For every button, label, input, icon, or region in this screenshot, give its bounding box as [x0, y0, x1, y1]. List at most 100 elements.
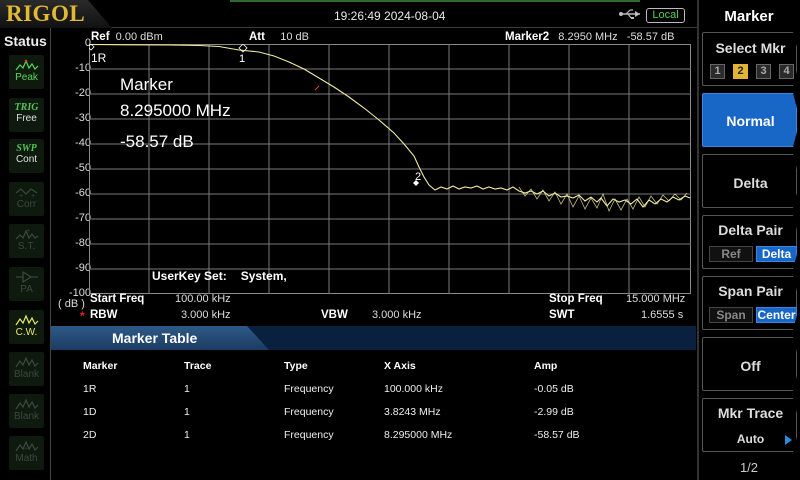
blank-icon: [15, 356, 38, 368]
span-pair-center[interactable]: Center: [756, 307, 797, 323]
cell-amp: -58.57 dB: [534, 429, 580, 441]
y-tick: 0: [84, 37, 91, 49]
marker-option-3[interactable]: 3: [756, 64, 771, 79]
y-tick: -30: [75, 112, 91, 124]
status-label: Blank: [13, 411, 39, 422]
span-pair-key[interactable]: Span Pair Span Center: [702, 276, 797, 330]
status-trig[interactable]: TRIG Free: [9, 98, 44, 132]
status-blank-1[interactable]: Blank: [9, 352, 44, 386]
status-title: Status: [4, 33, 47, 49]
delta-pair-ref[interactable]: Ref: [709, 246, 753, 262]
st-icon: +: [15, 228, 38, 240]
att-value: 10 dB: [280, 31, 309, 43]
marker-option-4[interactable]: 4: [779, 64, 794, 79]
status-cw[interactable]: C.W.: [9, 310, 44, 344]
status-swp[interactable]: SWP Cont: [9, 139, 44, 173]
marker-1R-label: 1R: [91, 51, 107, 65]
marker-1-label: 1: [239, 53, 245, 65]
spectrum-display[interactable]: 1 2 1R: [89, 44, 691, 294]
status-math[interactable]: ÷ Math: [9, 436, 44, 470]
cell-x-axis: 100.000 kHz: [384, 383, 443, 395]
graticule: [89, 44, 691, 294]
marker-option-1[interactable]: 1: [710, 64, 725, 79]
cell-x-axis: 3.8243 MHz: [384, 406, 441, 418]
peak-icon: [15, 59, 38, 71]
select-mkr-key[interactable]: Select Mkr 1 2 3 4: [702, 32, 797, 86]
brand-name: RIGOL: [6, 1, 86, 26]
svg-text:÷: ÷: [24, 446, 28, 453]
off-label: Off: [740, 358, 761, 374]
status-blank-2[interactable]: Blank: [9, 394, 44, 428]
status-st[interactable]: + S.T.: [9, 224, 44, 258]
select-mkr-label: Select Mkr: [715, 40, 786, 56]
submenu-arrow-icon: [785, 435, 792, 445]
start-freq-label[interactable]: Start Freq: [90, 293, 145, 305]
mkr-trace-label: Mkr Trace: [717, 405, 784, 421]
span-pair-span[interactable]: Span: [709, 307, 753, 323]
mkr-trace-key[interactable]: Mkr Trace Auto: [702, 398, 797, 452]
cell-type: Frequency: [284, 383, 334, 395]
off-key[interactable]: Off: [702, 337, 797, 391]
corr-icon: + +: [15, 188, 37, 199]
status-pa[interactable]: PA: [9, 267, 44, 301]
top-bar: RIGOL 19:26:49 2024-08-04 Local: [0, 0, 697, 28]
column-header: X Axis: [384, 360, 416, 372]
column-header: Marker: [83, 360, 118, 372]
ref-level[interactable]: Ref 0.00 dBm: [91, 31, 163, 43]
userkey-value: System,: [240, 269, 287, 283]
y-tick: -70: [75, 212, 91, 224]
cell-marker: 1R: [83, 383, 97, 395]
svg-text:+: +: [31, 193, 35, 199]
cell-x-axis: 8.295000 MHz: [384, 429, 453, 441]
marker-option-2[interactable]: 2: [733, 64, 748, 79]
readout-title: Marker: [120, 75, 173, 94]
delta-pair-label: Delta Pair: [718, 222, 783, 238]
marker-amp: -58.57 dB: [626, 31, 675, 43]
status-corr[interactable]: + + Corr: [9, 182, 44, 216]
status-top-label: TRIG: [14, 102, 39, 113]
uncal-indicator: *: [80, 309, 85, 323]
menu-page-indicator[interactable]: 1/2: [739, 460, 759, 475]
marker-2-glyph: [413, 180, 419, 186]
normal-label: Normal: [726, 113, 775, 129]
cell-marker: 1D: [83, 406, 97, 418]
blank-icon: [15, 398, 38, 410]
swt-label[interactable]: SWT: [549, 309, 575, 321]
cell-trace: 1: [184, 429, 190, 441]
status-panel: Status Peak TRIG Free SWP Cont + + Corr +…: [0, 28, 51, 480]
delta-pair-key[interactable]: Delta Pair Ref Delta: [702, 215, 797, 269]
vbw-label[interactable]: VBW: [321, 309, 348, 321]
cell-amp: -2.99 dB: [534, 406, 574, 418]
status-label: Math: [15, 453, 38, 464]
y-tick: -100: [68, 287, 91, 299]
delta-label: Delta: [733, 175, 768, 191]
column-header: Trace: [184, 360, 212, 372]
cell-type: Frequency: [284, 429, 334, 441]
local-status-badge[interactable]: Local: [646, 8, 685, 23]
status-top-label: SWP: [16, 143, 37, 154]
status-label: S.T.: [17, 241, 36, 252]
cell-amp: -0.05 dB: [534, 383, 574, 395]
trace-1: [89, 44, 691, 208]
delta-pair-delta[interactable]: Delta: [756, 246, 797, 262]
rbw-label[interactable]: RBW: [90, 309, 118, 321]
status-line: [230, 0, 640, 2]
delta-key[interactable]: Delta: [702, 154, 797, 208]
attenuation[interactable]: Att 10 dB: [249, 31, 309, 43]
ref-label: Ref: [91, 31, 110, 43]
status-label: Blank: [13, 369, 39, 380]
softkey-menu: Marker Select Mkr 1 2 3 4 Normal Delta D…: [697, 0, 800, 480]
start-freq-value: 100.00 kHz: [175, 293, 231, 305]
status-label: Peak: [15, 72, 38, 83]
marker-table-tab[interactable]: Marker Table: [51, 326, 269, 350]
readout-freq: 8.295000 MHz: [120, 101, 231, 120]
y-tick: -10: [75, 62, 91, 74]
math-icon: ÷: [15, 440, 38, 453]
stop-freq-label[interactable]: Stop Freq: [549, 293, 603, 305]
normal-key[interactable]: Normal: [702, 93, 797, 147]
status-label: Free: [16, 113, 37, 124]
readout-amp: -58.57 dB: [120, 132, 194, 151]
vbw-value: 3.000 kHz: [372, 309, 422, 321]
status-peak[interactable]: Peak: [9, 55, 44, 89]
ref-value: 0.00 dBm: [115, 31, 163, 43]
